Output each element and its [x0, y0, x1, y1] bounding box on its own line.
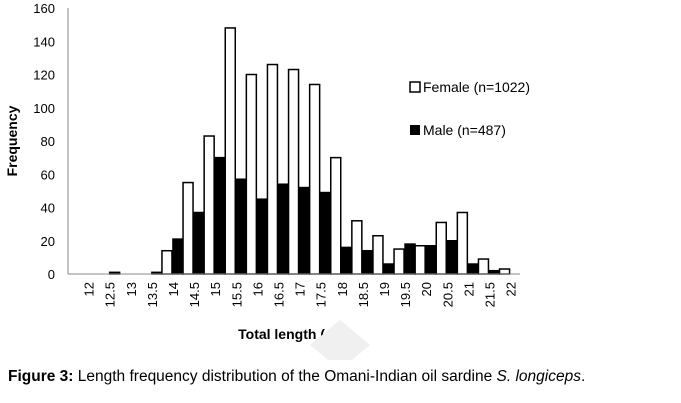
- female-bar: [245, 73, 258, 275]
- caption-label: Figure 3:: [8, 368, 74, 385]
- y-tick-label: 100: [33, 101, 55, 116]
- x-tick-label: 14: [166, 282, 181, 296]
- x-tick-label: 12.5: [103, 282, 118, 307]
- x-tick-label: 13.5: [145, 282, 160, 307]
- x-tick-label: 22: [504, 282, 519, 296]
- male-bar: [172, 238, 184, 275]
- x-tick-label: 12: [82, 282, 97, 296]
- x-tick-label: 16: [250, 282, 265, 296]
- x-tick-label: 13: [124, 282, 139, 296]
- legend-label-female: Female (n=1022): [423, 79, 530, 95]
- legend: Female (n=1022) Male (n=487): [409, 79, 530, 138]
- male-bar: [319, 191, 332, 275]
- x-tick-label: 15.5: [229, 282, 244, 307]
- y-tick-label: 120: [33, 68, 55, 83]
- female-bar: [161, 249, 173, 275]
- x-tick-label: 18: [335, 282, 350, 296]
- male-bar: [193, 211, 205, 275]
- x-tick-label: 20.5: [440, 282, 455, 307]
- male-bar: [214, 156, 226, 275]
- male-bar: [341, 246, 353, 275]
- x-tick-label: 21: [461, 282, 476, 296]
- female-bar: [435, 221, 447, 275]
- y-tick-label: 140: [33, 34, 55, 49]
- x-tick-label: 14.5: [187, 282, 202, 307]
- y-tick-label: 20: [41, 234, 55, 249]
- female-bar: [266, 63, 279, 275]
- bar-chart: 0 20 40 60 80 100 120 140 160 12 12.5 13 13.5 14 14.5…: [4, 1, 530, 360]
- y-axis-label: Frequency: [4, 105, 20, 176]
- male-bar: [446, 240, 458, 275]
- x-tick-label: 16.5: [271, 282, 286, 307]
- female-bar: [287, 68, 300, 275]
- legend-swatch-male: [410, 125, 420, 135]
- y-tick-label: 60: [41, 167, 55, 182]
- y-tick-label: 0: [48, 267, 55, 282]
- female-bar: [330, 156, 342, 275]
- male-bar: [404, 243, 416, 275]
- female-bar: [456, 211, 469, 275]
- male-bar: [256, 198, 269, 275]
- x-tick-label: 17: [293, 282, 308, 296]
- male-bar: [235, 178, 247, 275]
- male-bar: [277, 183, 290, 275]
- x-tick-label: 15: [208, 282, 223, 296]
- male-bar: [362, 249, 374, 275]
- x-tick-label: 17.5: [314, 282, 329, 307]
- watermark-shape: [310, 320, 370, 360]
- female-bar: [372, 235, 384, 275]
- caption-text: Length frequency distribution of the Oma…: [73, 368, 497, 385]
- caption-species: S. longiceps: [496, 368, 581, 385]
- female-bar: [203, 135, 215, 275]
- y-tick-label: 40: [41, 201, 55, 216]
- female-bar: [351, 220, 363, 275]
- legend-swatch-female: [409, 81, 421, 93]
- figure-caption: Figure 3: Length frequency distribution …: [8, 368, 585, 386]
- female-bar: [224, 27, 236, 275]
- legend-label-male: Male (n=487): [423, 122, 506, 138]
- female-bar: [393, 248, 405, 275]
- x-tick-label: 20: [419, 282, 434, 296]
- x-tick-label: 19: [377, 282, 392, 296]
- caption-end: .: [580, 368, 586, 385]
- x-tick-label: 21.5: [482, 282, 497, 307]
- x-tick-label: 18.5: [356, 282, 371, 307]
- y-tick-label: 160: [33, 1, 55, 16]
- female-bar: [498, 268, 511, 275]
- male-bar: [425, 244, 437, 275]
- male-bar: [383, 263, 395, 275]
- female-bar: [308, 83, 321, 275]
- y-tick-label: 80: [41, 134, 55, 149]
- female-bar: [182, 181, 194, 275]
- male-bar: [298, 186, 311, 275]
- male-bar: [467, 263, 480, 275]
- x-tick-label: 19.5: [398, 282, 413, 307]
- female-bar: [414, 244, 426, 275]
- female-bar: [477, 258, 490, 275]
